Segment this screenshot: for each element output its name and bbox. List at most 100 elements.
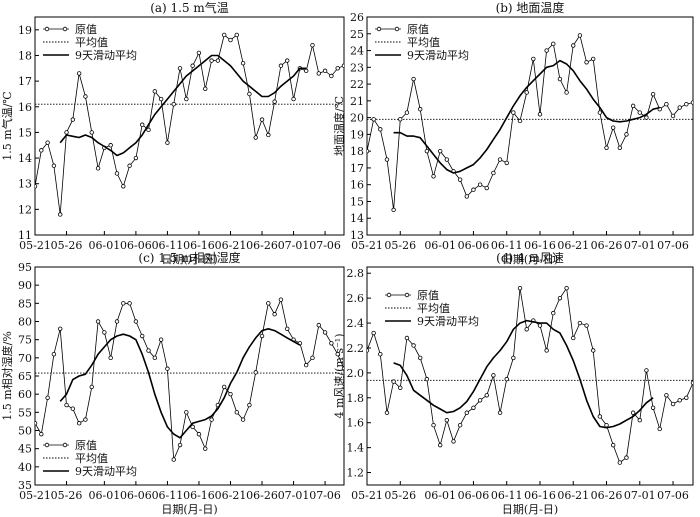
raw-point	[491, 170, 496, 176]
raw-point	[650, 405, 656, 410]
y-tick-label: 20	[350, 112, 364, 125]
raw-point	[108, 143, 113, 148]
raw-point	[152, 89, 158, 94]
y-tick-label: 75	[18, 334, 32, 347]
raw-point	[190, 424, 195, 430]
legend-label-ma: 9天滑动平均	[417, 315, 479, 328]
raw-point	[64, 130, 69, 135]
raw-point	[253, 135, 258, 140]
y-axis-label: 1.5 m相对湿度/%	[0, 331, 14, 421]
raw-point	[677, 105, 682, 110]
raw-point	[35, 421, 38, 426]
x-tick-label: 06-11	[152, 489, 184, 502]
legend-label-raw: 原值	[75, 439, 97, 452]
raw-point	[431, 174, 436, 179]
x-tick-label: 06-06	[120, 239, 152, 252]
moving-average-line	[59, 54, 307, 157]
y-tick-label: 19	[18, 24, 32, 37]
raw-point	[133, 319, 139, 324]
legend-raw-marker	[386, 292, 392, 298]
raw-point	[444, 157, 450, 162]
y-tick-label: 12	[18, 203, 32, 216]
raw-point	[89, 130, 94, 135]
x-tick-label: 06-26	[591, 489, 623, 502]
raw-point	[384, 157, 390, 162]
y-tick-label: 2.4	[347, 317, 365, 330]
y-tick-label: 14	[18, 152, 32, 165]
raw-point	[398, 117, 403, 122]
x-tick-label: 06-21	[557, 239, 589, 252]
x-tick-label: 05-26	[384, 239, 416, 252]
raw-point	[484, 393, 489, 398]
raw-point	[418, 107, 423, 112]
y-tick-label: 23	[350, 61, 364, 74]
chart-title: (a) 1.5 m气温	[150, 0, 229, 15]
plot-area	[35, 297, 344, 462]
raw-point	[384, 410, 390, 415]
raw-point	[171, 457, 176, 462]
y-axis-label: 1.5 m气温/℃	[0, 91, 14, 160]
raw-point	[531, 56, 536, 62]
raw-point	[133, 155, 139, 161]
raw-point	[39, 148, 44, 153]
raw-point	[544, 348, 549, 353]
raw-point	[152, 355, 158, 361]
y-tick-label: 17	[350, 162, 364, 175]
x-tick-label: 05-26	[51, 489, 83, 502]
plot-frame	[34, 16, 345, 236]
x-tick-label: 06-06	[458, 239, 490, 252]
x-axis-label: 日期(月-日)	[161, 253, 217, 266]
raw-point	[291, 96, 296, 102]
y-tick-label: 17	[18, 75, 32, 88]
raw-point	[617, 460, 623, 465]
raw-point	[491, 373, 496, 378]
raw-point	[367, 348, 370, 353]
raw-point	[285, 58, 290, 63]
raw-point	[253, 370, 258, 375]
raw-point	[404, 335, 410, 341]
x-tick-label: 06-21	[215, 239, 247, 252]
raw-point	[610, 125, 616, 130]
raw-point	[557, 295, 563, 301]
raw-point	[471, 187, 476, 192]
x-tick-label: 05-21	[19, 489, 51, 502]
y-tick-label: 14	[350, 212, 364, 225]
raw-point	[341, 63, 344, 68]
raw-point	[367, 148, 370, 154]
raw-point	[464, 410, 469, 415]
x-axis-label: 日期(月-日)	[502, 253, 558, 266]
raw-point	[64, 402, 69, 408]
raw-point	[457, 177, 463, 182]
raw-point	[165, 140, 170, 145]
raw-point	[177, 66, 183, 71]
raw-point	[102, 330, 107, 335]
raw-point	[670, 401, 676, 407]
raw-point	[114, 319, 120, 324]
raw-point	[511, 110, 516, 115]
raw-point	[378, 127, 383, 132]
raw-point	[464, 194, 469, 199]
plot-area	[367, 33, 693, 213]
x-tick-label: 06-06	[120, 489, 152, 502]
raw-point	[684, 395, 689, 400]
x-tick-label: 06-16	[524, 239, 556, 252]
raw-point	[310, 355, 315, 361]
raw-point	[637, 110, 642, 115]
raw-point	[537, 323, 543, 328]
raw-point	[196, 50, 202, 56]
raw-point	[76, 71, 82, 76]
raw-point	[335, 352, 340, 357]
y-tick-label: 2.2	[347, 342, 365, 355]
x-tick-label: 07-01	[278, 489, 310, 502]
raw-point	[127, 163, 132, 168]
y-axis-label: 4 m风速/(m·s⁻¹)	[333, 333, 346, 418]
raw-point	[58, 326, 63, 331]
legend-label-raw: 原值	[407, 23, 429, 36]
y-tick-label: 1.4	[347, 442, 365, 455]
legend-raw-marker	[44, 26, 50, 32]
x-tick-label: 06-11	[491, 489, 523, 502]
raw-point	[285, 326, 290, 331]
legend-raw-marker	[44, 442, 50, 448]
raw-point	[517, 118, 523, 124]
